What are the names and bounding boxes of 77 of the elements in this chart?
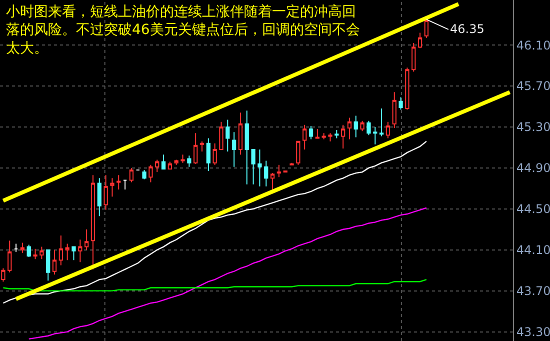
candlestick <box>26 244 31 258</box>
candlestick <box>78 239 82 263</box>
candlestick <box>392 92 396 128</box>
candlestick <box>244 110 249 185</box>
candlestick <box>373 126 378 145</box>
candlestick <box>334 130 339 139</box>
candlestick <box>315 128 320 139</box>
candlestick <box>97 178 102 217</box>
y-tick-label: 45.30 <box>516 120 550 134</box>
candlestick <box>226 119 230 152</box>
candlestick <box>258 149 262 187</box>
line-series <box>28 207 428 340</box>
candlestick <box>328 132 332 142</box>
candlestick <box>122 180 128 190</box>
candlestick <box>341 124 346 149</box>
y-tick-label: 46.10 <box>516 38 550 52</box>
y-tick-label: 43.30 <box>516 324 550 339</box>
candlestick <box>58 235 63 266</box>
candlestick <box>194 132 198 164</box>
y-tick-label: 43.70 <box>516 284 550 298</box>
candlestick <box>424 18 428 38</box>
candlestick <box>379 108 384 137</box>
candlestick <box>116 174 121 190</box>
line-series <box>2 278 428 292</box>
y-tick-label: 44.50 <box>516 202 550 216</box>
candlestick <box>90 174 96 270</box>
candlestick <box>148 164 153 183</box>
candlestick <box>161 154 166 170</box>
candlestick <box>308 125 314 140</box>
candlestick <box>168 161 172 170</box>
candlestick <box>110 178 114 198</box>
candlestick <box>360 120 364 132</box>
candlestick <box>238 112 243 156</box>
candlestick <box>40 246 44 260</box>
candlestick <box>347 117 352 140</box>
candlestick <box>302 124 307 150</box>
y-tick-label: 44.90 <box>516 161 550 176</box>
candlestick <box>72 246 76 261</box>
line-series <box>2 140 428 304</box>
candlestick <box>20 242 25 254</box>
candlestick <box>232 132 236 168</box>
candlestick <box>290 162 294 166</box>
candlestick <box>322 132 326 140</box>
candlestick <box>219 121 224 150</box>
annotation: 46.35 <box>450 22 484 36</box>
candlestick <box>200 140 204 152</box>
candlestick <box>206 138 210 172</box>
candlestick <box>52 249 57 275</box>
candlestick <box>180 154 185 164</box>
candlestick <box>386 121 390 139</box>
candlestick <box>270 172 275 192</box>
candlestick <box>251 149 256 185</box>
annotation: 小时图来看，短线上油价的连续上涨伴随着一定的冲高回落的风险。不过突破46美元关键点位后，回调的空间不会太大。 <box>6 4 360 56</box>
candlestick <box>155 159 160 173</box>
candlestick <box>405 67 410 110</box>
candlestick <box>264 160 268 187</box>
candlestick <box>418 32 422 49</box>
candlestick <box>174 159 178 166</box>
candlestick <box>46 249 50 282</box>
candlestick <box>366 120 371 136</box>
candlestick <box>104 174 108 210</box>
candlestick <box>33 248 38 260</box>
candlestick <box>354 115 358 138</box>
candlestick <box>84 228 89 250</box>
candlestick <box>412 42 416 72</box>
candlestick <box>296 140 300 166</box>
candlestick <box>276 164 282 178</box>
candlestick <box>398 96 403 110</box>
candlestick <box>212 142 217 166</box>
candlestick <box>14 243 18 252</box>
candlestick <box>129 167 134 183</box>
candlestick <box>8 240 12 273</box>
candlestick <box>187 155 192 168</box>
candlestick <box>65 243 70 261</box>
y-tick-label: 44.10 <box>516 243 550 258</box>
y-tick-label: 45.70 <box>516 79 550 94</box>
candlestick <box>142 169 146 180</box>
